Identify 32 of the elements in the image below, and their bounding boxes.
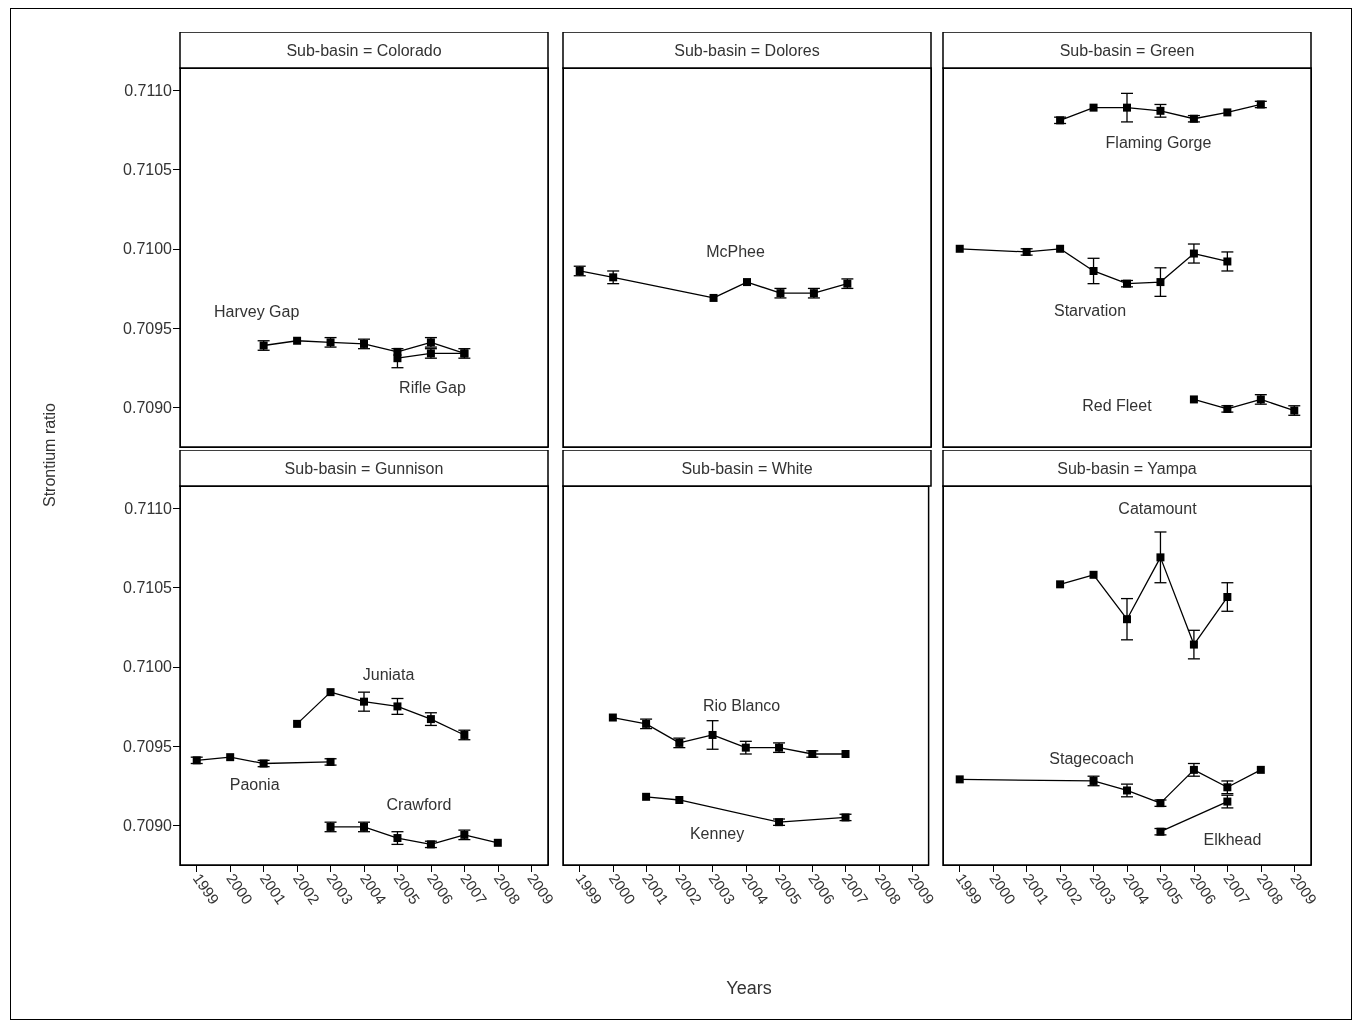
y-tick-label: 0.7100 <box>123 240 173 258</box>
series-label: McPhee <box>706 243 765 261</box>
series-label: Elkhead <box>1203 831 1262 849</box>
series-label: Rio Blanco <box>702 697 781 715</box>
x-axis-title: Years <box>726 977 772 999</box>
y-tick-label: 0.7095 <box>123 737 173 755</box>
text: Red Fleet <box>1082 396 1153 414</box>
y-tick-label: 0.7100 <box>123 658 173 676</box>
y-tick-label: 0.7110 <box>124 499 173 517</box>
series-label: Crawford <box>386 796 452 814</box>
chart-title: Sub-basin = Colorado <box>286 41 442 59</box>
chart-title: Sub-basin = White <box>681 459 813 477</box>
chart-title: Sub-basin = Gunnison <box>284 459 444 477</box>
y-tick-label: 0.7090 <box>123 816 173 834</box>
series-label: Flaming Gorge <box>1105 134 1212 152</box>
y-tick-label: 0.7105 <box>123 160 173 178</box>
series-label: Juniata <box>362 665 415 683</box>
chart-title: Sub-basin = Yampa <box>1057 459 1197 477</box>
series-label: Stagecoach <box>1049 750 1134 768</box>
series-label: Starvation <box>1053 302 1127 320</box>
y-tick-label: 0.7105 <box>123 578 173 596</box>
series-label: Harvey Gap <box>213 303 300 321</box>
series-label: Paonia <box>229 776 280 794</box>
text: Catamount <box>1118 499 1198 517</box>
chart-title: Sub-basin = Green <box>1059 41 1195 59</box>
y-tick-label: 0.7095 <box>123 319 173 337</box>
series-label: Rifle Gap <box>399 378 466 396</box>
series-label: Kenney <box>689 824 745 842</box>
y-tick-label: 0.7090 <box>123 398 173 416</box>
y-tick-label: 0.7110 <box>124 81 173 99</box>
chart-title: Sub-basin = Dolores <box>674 41 820 59</box>
y-axis-title: Strontium ratio <box>41 402 59 508</box>
